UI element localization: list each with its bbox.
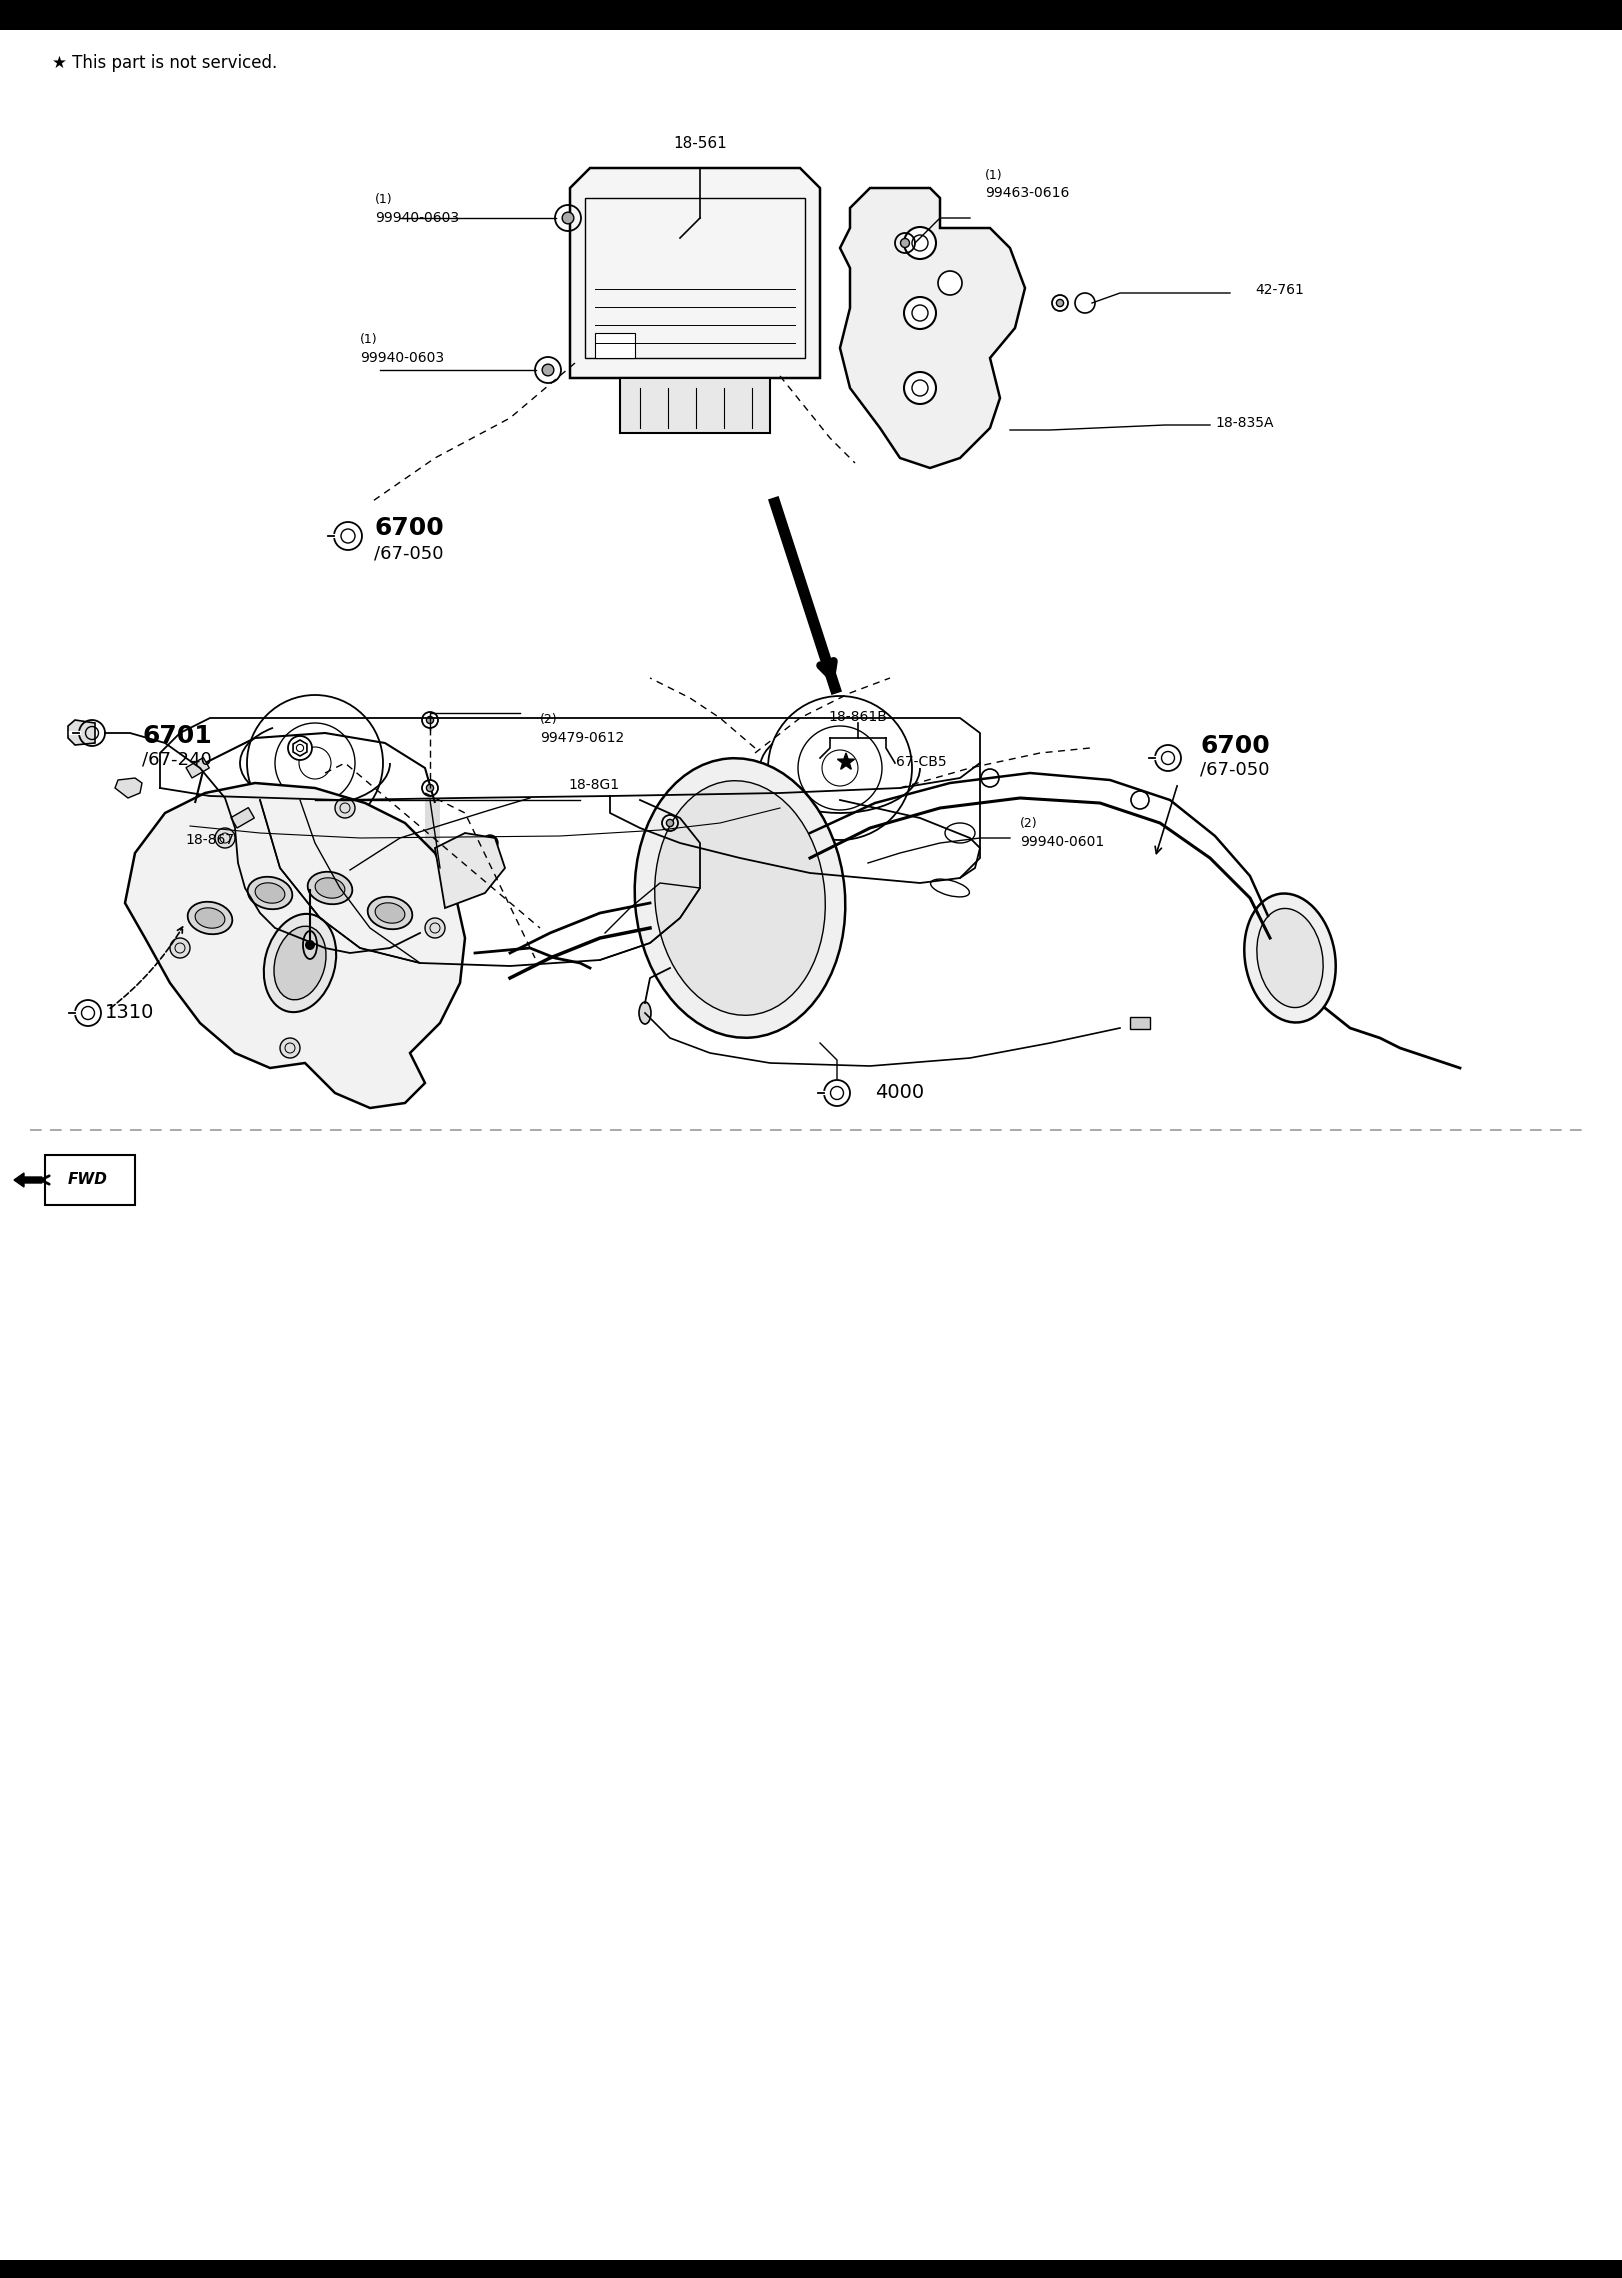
Circle shape	[216, 827, 235, 847]
Circle shape	[903, 296, 936, 328]
Ellipse shape	[368, 898, 412, 929]
Text: 99940-0601: 99940-0601	[1020, 836, 1105, 850]
Text: 4000: 4000	[874, 1084, 925, 1103]
Text: 99940-0603: 99940-0603	[375, 212, 459, 226]
Circle shape	[900, 239, 910, 248]
Circle shape	[667, 820, 673, 827]
Circle shape	[170, 939, 190, 959]
Circle shape	[981, 770, 999, 786]
Ellipse shape	[248, 877, 292, 909]
Ellipse shape	[188, 902, 232, 934]
Circle shape	[305, 941, 315, 950]
Circle shape	[281, 1039, 300, 1057]
Circle shape	[336, 797, 355, 818]
Text: (1): (1)	[360, 333, 378, 346]
Text: 6701: 6701	[143, 724, 212, 747]
Bar	[425, 797, 440, 868]
Ellipse shape	[315, 877, 345, 898]
Text: 99479-0612: 99479-0612	[540, 731, 624, 745]
Circle shape	[425, 918, 444, 939]
Ellipse shape	[255, 884, 285, 902]
Ellipse shape	[195, 909, 225, 927]
Circle shape	[938, 271, 962, 294]
Polygon shape	[837, 754, 855, 770]
Ellipse shape	[639, 1002, 650, 1025]
Text: 18-867: 18-867	[185, 834, 234, 847]
Ellipse shape	[308, 872, 352, 904]
Polygon shape	[115, 779, 143, 797]
Circle shape	[903, 228, 936, 260]
Bar	[1131, 1016, 1150, 1030]
Polygon shape	[216, 827, 251, 852]
Text: 6700: 6700	[1200, 734, 1270, 759]
Polygon shape	[840, 189, 1025, 467]
Polygon shape	[125, 784, 466, 1107]
Text: 18-861B: 18-861B	[829, 711, 887, 724]
Ellipse shape	[303, 932, 316, 959]
Ellipse shape	[274, 927, 326, 1000]
Text: 1310: 1310	[105, 1005, 154, 1023]
Text: (1): (1)	[985, 169, 1002, 182]
Text: /67-240: /67-240	[143, 752, 212, 770]
Circle shape	[427, 715, 433, 724]
Bar	[230, 809, 255, 827]
Circle shape	[1131, 790, 1148, 809]
Bar	[187, 759, 209, 779]
Text: (2): (2)	[1020, 818, 1038, 831]
Text: /67-050: /67-050	[1200, 761, 1270, 779]
Text: (1): (1)	[375, 194, 393, 207]
Bar	[0, 0, 1622, 30]
Ellipse shape	[375, 902, 406, 923]
Text: 18-835A: 18-835A	[1215, 417, 1273, 431]
Circle shape	[289, 736, 311, 761]
Text: 99940-0603: 99940-0603	[360, 351, 444, 364]
Bar	[586, 198, 805, 358]
Text: FWD: FWD	[68, 1173, 109, 1187]
Text: (2): (2)	[540, 713, 558, 727]
Ellipse shape	[264, 913, 336, 1011]
Text: 18-561: 18-561	[673, 134, 727, 150]
Circle shape	[427, 784, 433, 790]
Circle shape	[482, 836, 498, 852]
Text: 18-8G1: 18-8G1	[568, 779, 620, 793]
Text: 67-CB5: 67-CB5	[895, 754, 947, 770]
Ellipse shape	[634, 759, 845, 1039]
Ellipse shape	[1244, 893, 1337, 1023]
Text: 6700: 6700	[375, 517, 444, 540]
Text: /67-050: /67-050	[375, 544, 443, 563]
FancyArrow shape	[15, 1173, 42, 1187]
Bar	[595, 333, 634, 358]
Ellipse shape	[1257, 909, 1324, 1007]
Polygon shape	[435, 834, 504, 909]
Polygon shape	[620, 378, 770, 433]
Text: 42-761: 42-761	[1255, 282, 1304, 296]
Circle shape	[542, 364, 553, 376]
Text: ★ This part is not serviced.: ★ This part is not serviced.	[52, 55, 277, 73]
Circle shape	[1056, 298, 1064, 308]
Text: 99463-0616: 99463-0616	[985, 187, 1069, 200]
Polygon shape	[68, 720, 96, 745]
Circle shape	[903, 371, 936, 403]
Polygon shape	[569, 169, 821, 378]
Bar	[0, 2260, 1622, 2278]
Circle shape	[563, 212, 574, 223]
Ellipse shape	[655, 781, 826, 1016]
